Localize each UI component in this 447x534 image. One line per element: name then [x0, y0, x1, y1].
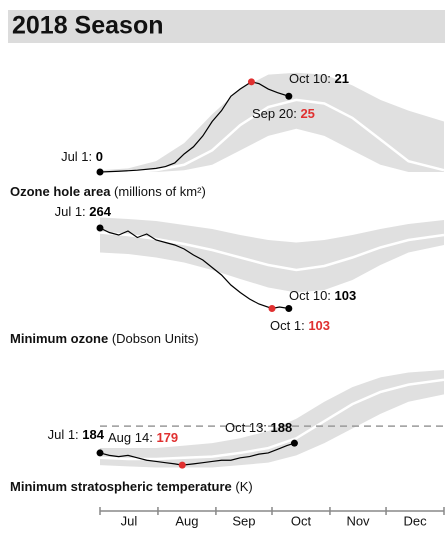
annotation-label: Jul 1:: [48, 427, 79, 442]
annotation-value: 188: [271, 420, 293, 435]
chart-subtitle: (K): [235, 479, 252, 494]
annotation: Oct 10: 21: [289, 71, 349, 86]
annotation-label: Oct 1:: [270, 318, 305, 333]
annotation-label: Sep 20:: [252, 106, 297, 121]
chart-title-main: Minimum ozone: [10, 331, 108, 346]
x-tick-label: Dec: [403, 513, 427, 528]
data-line: [99, 442, 295, 466]
title-bar: [8, 10, 445, 43]
annotation: Sep 20: 25: [252, 106, 315, 121]
annotation-label: Oct 10:: [289, 71, 331, 86]
range-band: [100, 370, 444, 468]
x-tick-label: Aug: [175, 513, 198, 528]
range-band: [100, 217, 444, 293]
annotation: Jul 1: 184: [48, 427, 105, 442]
annotation: Oct 10: 103: [289, 288, 356, 303]
chart-title: Ozone hole area (millions of km²): [10, 184, 206, 199]
annotation-dot: [285, 305, 293, 312]
annotation-value: 103: [308, 318, 330, 333]
chart-title: Minimum ozone (Dobson Units): [10, 331, 199, 346]
annotation-dot: [285, 92, 293, 100]
x-tick-label: Jul: [121, 513, 138, 528]
median-line: [100, 98, 445, 174]
annotation-value: 103: [335, 288, 357, 303]
chart-title-main: Minimum stratospheric temperature: [10, 479, 232, 494]
x-tick-label: Oct: [291, 513, 312, 528]
annotation-label: Oct 13:: [225, 420, 267, 435]
annotation: Jul 1: 264: [55, 204, 112, 219]
chart-title: Minimum stratospheric temperature (K): [10, 479, 253, 494]
annotation-label: Oct 10:: [289, 288, 331, 303]
page-title: 2018 Season: [12, 12, 164, 40]
chart-subtitle: (Dobson Units): [112, 331, 199, 346]
annotation: Aug 14: 179: [108, 430, 178, 445]
annotation-label: Aug 14:: [108, 430, 153, 445]
x-tick-label: Nov: [346, 513, 370, 528]
data-line: [99, 81, 290, 173]
annotation-dot: [96, 449, 104, 457]
annotation-value: 184: [82, 427, 104, 442]
x-tick-label: Sep: [232, 513, 255, 528]
annotation-label: Jul 1:: [61, 149, 92, 164]
annotation-dot: [290, 439, 298, 447]
annotation-value: 0: [96, 149, 103, 164]
annotation-value: 25: [300, 106, 314, 121]
annotation-dot: [96, 168, 104, 176]
annotation-dot: [96, 224, 104, 232]
annotation-dot: [268, 305, 276, 312]
chart-subtitle: (millions of km²): [114, 184, 206, 199]
annotation-dot: [247, 78, 255, 86]
chart-title-main: Ozone hole area: [10, 184, 111, 199]
data-line: [99, 227, 289, 310]
annotation-label: Jul 1:: [55, 204, 86, 219]
annotation-value: 179: [156, 430, 178, 445]
annotation-value: 21: [335, 71, 349, 86]
annotation-dot: [178, 461, 186, 469]
median-line: [99, 378, 445, 461]
range-band: [100, 72, 444, 172]
annotation: Oct 13: 188: [225, 420, 292, 435]
annotation: Jul 1: 0: [61, 149, 103, 164]
annotation: Oct 1: 103: [270, 318, 330, 333]
median-line: [99, 231, 445, 272]
annotation-value: 264: [89, 204, 111, 219]
